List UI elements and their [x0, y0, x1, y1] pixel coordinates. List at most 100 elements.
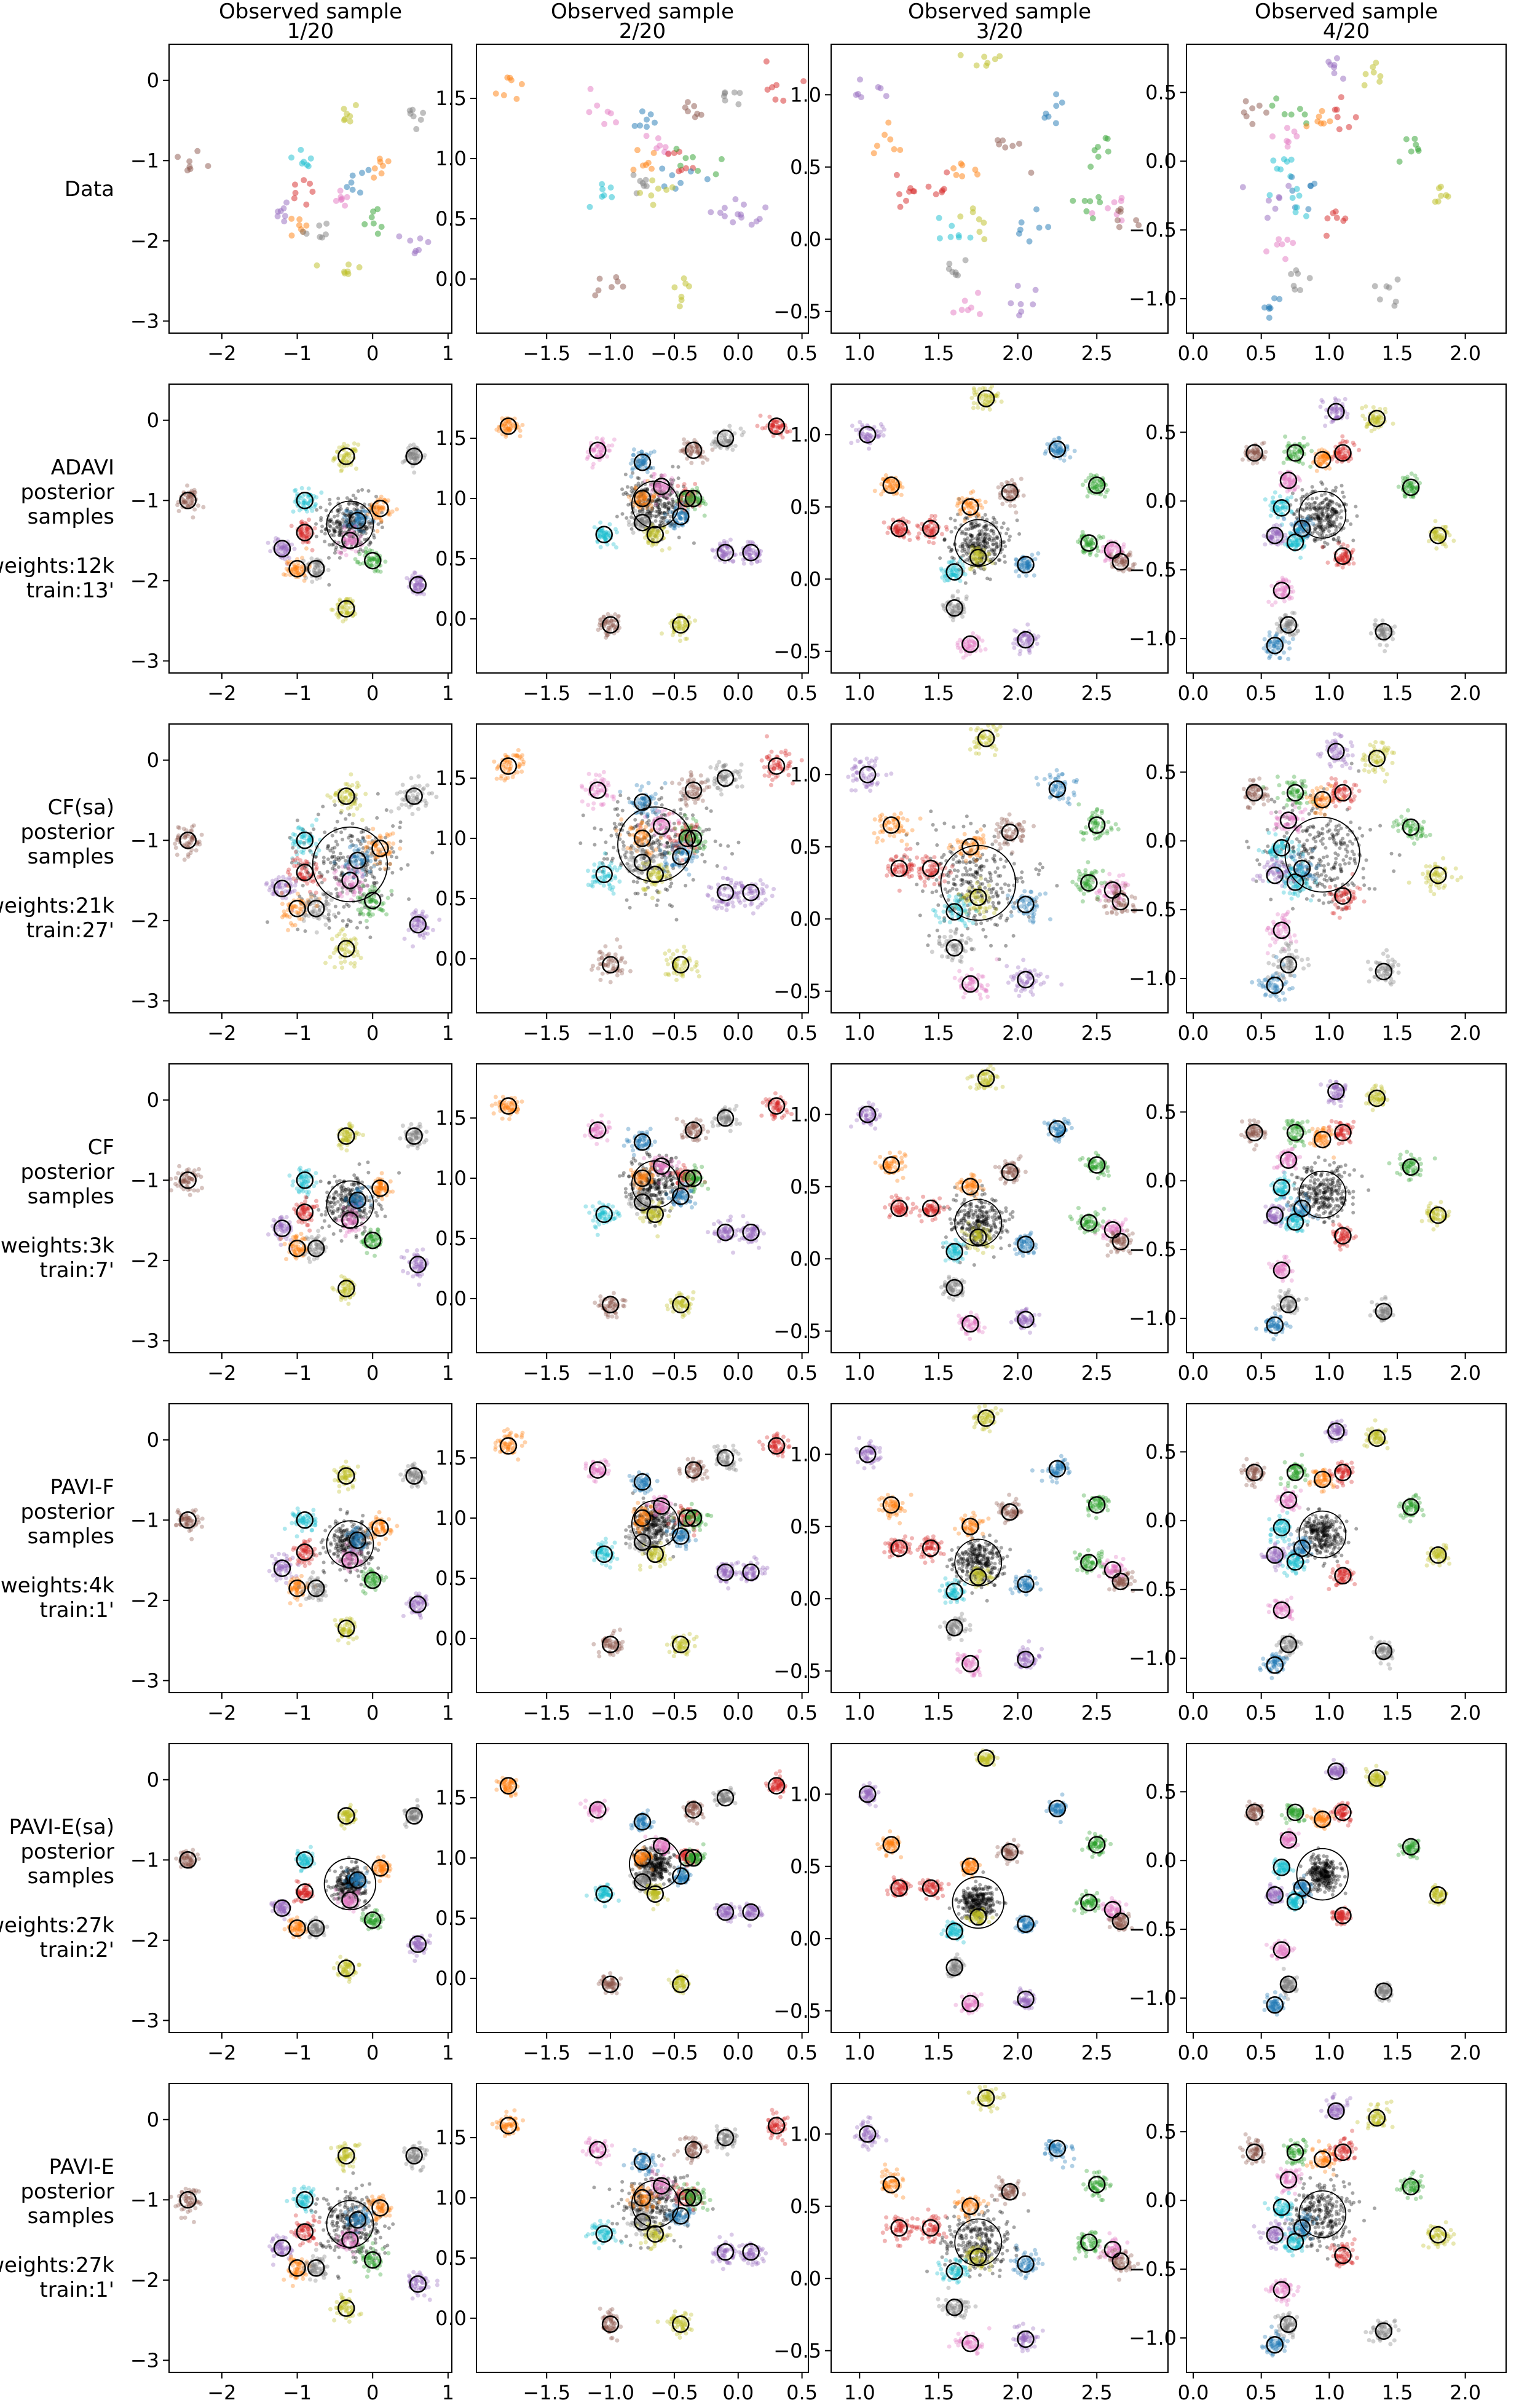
- population-sample: [319, 875, 323, 879]
- group-sample: [353, 1873, 358, 1878]
- population-sample: [326, 913, 331, 917]
- population-sample: [330, 1205, 334, 1209]
- population-sample: [337, 1206, 342, 1211]
- population-sample: [341, 1210, 345, 1214]
- group-sample: [341, 456, 346, 461]
- population-sample: [339, 529, 343, 533]
- group-sample: [287, 875, 292, 880]
- group-sample: [412, 583, 417, 588]
- group-sample: [349, 772, 353, 777]
- population-sample: [352, 1199, 357, 1203]
- population-sample: [347, 1208, 352, 1212]
- group-sample: [306, 1516, 310, 1521]
- population-sample: [371, 881, 376, 885]
- population-sample: [344, 1195, 348, 1200]
- group-sample: [361, 1589, 366, 1594]
- group-sample: [382, 1186, 387, 1190]
- group-sample: [417, 1136, 422, 1141]
- group-sample: [409, 455, 414, 460]
- group-sample: [360, 817, 365, 822]
- group-sample: [341, 1470, 345, 1475]
- population-sample: [316, 813, 320, 817]
- group-sample: [302, 1179, 307, 1184]
- group-sample: [301, 834, 306, 839]
- group-sample: [378, 1182, 383, 1187]
- population-sample: [308, 849, 312, 853]
- group-sample: [306, 486, 311, 491]
- population-sample: [334, 857, 339, 862]
- group-sample: [336, 1638, 341, 1643]
- group-sample: [422, 592, 427, 597]
- data-point: [341, 106, 347, 112]
- group-sample: [309, 878, 314, 883]
- x-tick-label: 0: [366, 1021, 379, 1045]
- group-sample: [301, 875, 306, 880]
- group-sample: [187, 492, 192, 497]
- group-sample: [344, 1217, 349, 1222]
- group-sample: [302, 492, 307, 497]
- population-sample: [351, 875, 355, 879]
- group-sample: [347, 538, 352, 543]
- group-sample: [377, 1879, 382, 1884]
- group-sample: [398, 790, 403, 795]
- population-sample: [357, 1186, 361, 1190]
- group-sample: [334, 868, 339, 873]
- group-sample: [292, 1512, 297, 1517]
- group-sample: [299, 564, 304, 569]
- group-sample: [185, 833, 190, 838]
- group-sample: [416, 806, 420, 811]
- group-sample: [291, 857, 296, 862]
- group-sample: [352, 848, 357, 853]
- group-sample: [354, 859, 359, 864]
- group-sample: [325, 793, 330, 798]
- group-sample: [425, 926, 430, 931]
- group-sample: [347, 865, 352, 870]
- group-sample: [277, 882, 282, 887]
- group-sample: [318, 874, 323, 879]
- group-sample: [286, 867, 291, 872]
- row-label-7-line-2: posterior: [20, 2179, 114, 2204]
- population-sample: [342, 520, 346, 524]
- group-sample: [365, 515, 370, 520]
- population-sample: [339, 1239, 344, 1243]
- group-sample: [350, 1484, 355, 1489]
- group-sample: [326, 902, 331, 907]
- group-sample: [379, 1184, 384, 1189]
- group-sample: [314, 930, 319, 935]
- group-sample: [390, 1189, 395, 1194]
- group-sample: [282, 913, 286, 918]
- group-sample: [376, 569, 381, 573]
- group-sample: [283, 883, 288, 887]
- population-sample: [351, 537, 355, 541]
- group-sample: [355, 953, 360, 958]
- group-sample: [314, 903, 319, 908]
- group-sample: [355, 1525, 360, 1530]
- population-sample: [332, 1200, 336, 1204]
- group-sample: [292, 546, 297, 551]
- group-sample: [190, 1855, 195, 1860]
- group-sample: [344, 519, 349, 524]
- population-sample: [341, 1207, 345, 1211]
- population-sample: [320, 1213, 324, 1217]
- population-sample: [342, 905, 346, 909]
- group-sample: [290, 889, 294, 894]
- group-sample: [355, 1186, 360, 1191]
- group-sample: [336, 881, 341, 886]
- group-sample: [307, 1228, 312, 1233]
- group-sample: [343, 875, 348, 880]
- population-sample: [339, 856, 343, 860]
- group-sample: [304, 528, 309, 533]
- group-sample: [347, 844, 352, 849]
- group-sample: [284, 1237, 289, 1241]
- group-sample: [280, 885, 285, 890]
- group-sample: [282, 1241, 287, 1246]
- population-sample: [368, 846, 372, 851]
- group-sample: [285, 561, 290, 565]
- group-sample: [300, 1212, 305, 1217]
- population-sample: [430, 851, 435, 855]
- population-sample: [357, 521, 361, 525]
- group-sample: [358, 803, 363, 808]
- group-sample: [422, 1140, 427, 1145]
- group-sample: [377, 506, 382, 511]
- x-tick-label: 1: [442, 1021, 454, 1045]
